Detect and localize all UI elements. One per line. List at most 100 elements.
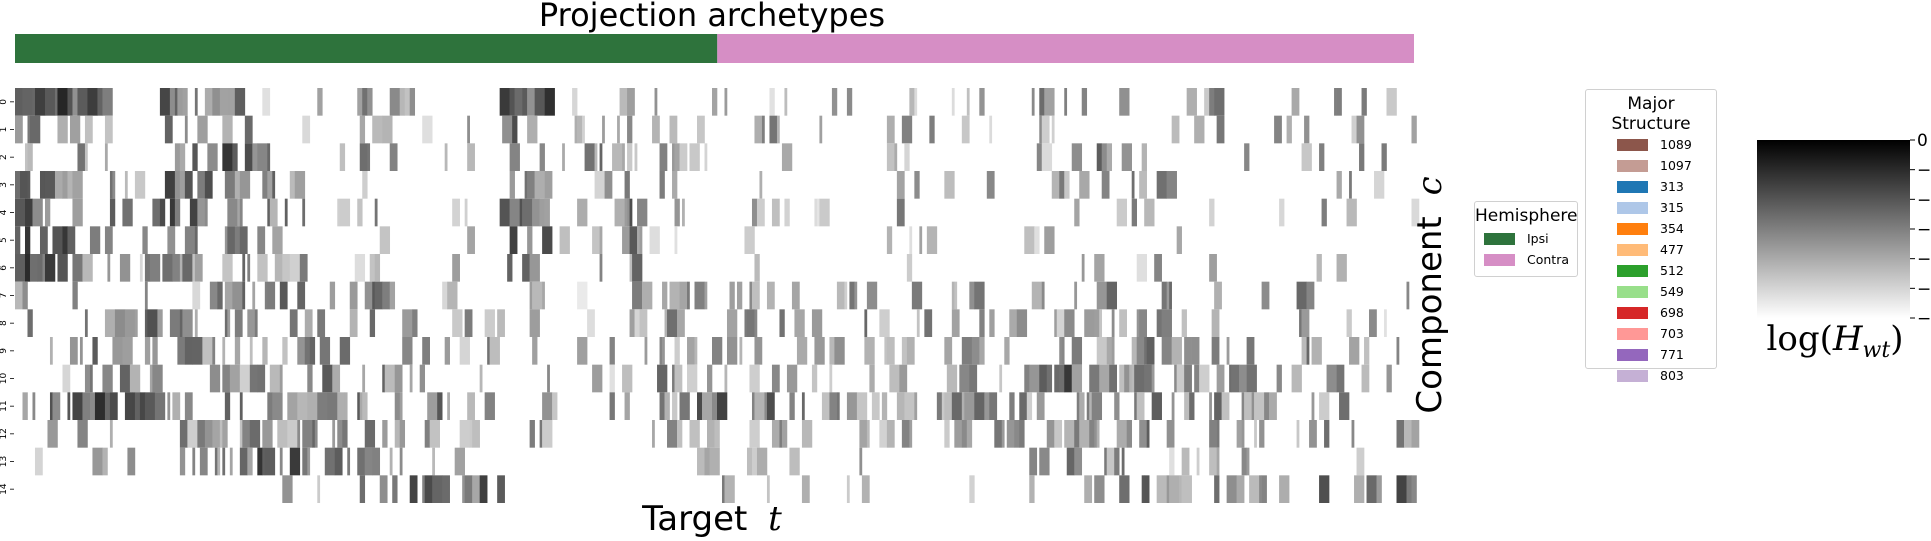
heatmap-cell <box>627 143 633 171</box>
heatmap-cell <box>184 226 196 254</box>
heatmap-cell <box>364 447 373 476</box>
heatmap-cell <box>896 171 905 199</box>
heatmap-cell <box>709 447 720 476</box>
heatmap-cell <box>242 281 246 310</box>
heatmap-cell <box>97 88 103 116</box>
heatmap-cell <box>916 309 920 337</box>
heatmap-cell <box>307 447 311 476</box>
heatmap-cell <box>791 281 800 310</box>
heatmap-cell <box>609 364 615 393</box>
legend-label: 315 <box>1660 200 1684 215</box>
y-axis-label: Component c <box>1410 176 1450 413</box>
heatmap-cell <box>724 475 735 503</box>
heatmap-cell <box>399 420 406 448</box>
heatmap-cell <box>749 420 760 448</box>
heatmap-cell <box>447 392 450 420</box>
heatmap-cell <box>422 115 433 144</box>
heatmap-cell <box>232 143 238 171</box>
heatmap-cell <box>242 254 246 282</box>
heatmap-cell <box>234 88 246 116</box>
heatmap-cell <box>367 88 373 116</box>
heatmap-cell <box>144 309 148 337</box>
heatmap-cell <box>909 226 913 254</box>
major-structure-legend: Major Structure 1089 1097 313 315 354 477 512 5… <box>1585 89 1717 383</box>
heatmap-cell <box>84 115 93 144</box>
heatmap-cell <box>1246 337 1255 365</box>
legend-label: 698 <box>1660 305 1684 320</box>
heatmap-cell <box>467 226 475 254</box>
heatmap-cell <box>662 281 668 310</box>
heatmap-cell <box>552 392 558 420</box>
heatmap-cell <box>297 281 306 310</box>
legend-swatch <box>1617 264 1648 277</box>
heatmap-cell <box>672 392 678 420</box>
heatmap-cell <box>1406 281 1410 310</box>
heatmap-cell <box>1361 88 1365 116</box>
heatmap-cell <box>29 115 41 144</box>
heatmap-cell <box>1214 475 1220 503</box>
heatmap-cell <box>1099 364 1110 393</box>
heatmap-cell <box>27 115 31 144</box>
heatmap-cell <box>1119 309 1127 337</box>
heatmap-cell <box>362 364 366 393</box>
heatmap-cell <box>944 420 950 448</box>
heatmap-cell <box>499 88 510 116</box>
heatmap-cell <box>622 364 633 393</box>
heatmap-cell <box>1074 198 1080 227</box>
heatmap-cell <box>622 143 625 171</box>
heatmap-cell <box>1311 337 1322 365</box>
heatmap-cell <box>234 337 241 365</box>
heatmap-cell <box>1184 364 1192 393</box>
heatmap-cell <box>359 392 363 420</box>
heatmap-cell <box>999 364 1003 393</box>
heatmap-cell <box>632 281 643 310</box>
heatmap-cell <box>379 475 388 503</box>
heatmap-cell <box>969 475 975 503</box>
heatmap-cell <box>717 392 728 420</box>
heatmap-cell <box>889 364 900 393</box>
heatmap-cell <box>751 392 755 420</box>
heatmap-cell <box>1209 198 1215 227</box>
heatmap-cell <box>1071 337 1083 365</box>
heatmap-cell <box>237 198 241 227</box>
legend-item-1089: 1089 <box>1617 134 1716 155</box>
heatmap-cell <box>44 198 51 227</box>
heatmap-cell <box>694 337 698 365</box>
heatmap-cell <box>114 309 126 337</box>
legend-item-549: 549 <box>1617 281 1716 302</box>
heatmap-cell <box>609 392 615 420</box>
heatmap-cell <box>1044 226 1055 254</box>
heatmap-cell <box>951 88 955 116</box>
heatmap-cell <box>222 254 233 282</box>
heatmap <box>15 88 1420 503</box>
heatmap-cell <box>704 447 710 476</box>
heatmap-cell <box>187 420 198 448</box>
heatmap-cell <box>72 198 83 227</box>
heatmap-cell <box>1381 143 1387 171</box>
heatmap-cell <box>1079 392 1085 420</box>
heatmap-cell <box>402 309 413 337</box>
heatmap-cell <box>94 392 106 420</box>
heatmap-cell <box>32 392 36 420</box>
heatmap-cell <box>1131 171 1135 199</box>
heatmap-cell <box>382 115 393 144</box>
heatmap-cell <box>846 392 858 420</box>
heatmap-cell <box>512 115 518 144</box>
legend-swatch <box>1617 369 1648 382</box>
heatmap-cell <box>1119 364 1125 393</box>
heatmap-cell <box>152 364 163 393</box>
legend-item-315: 315 <box>1617 197 1716 218</box>
heatmap-cell <box>821 392 830 420</box>
heatmap-cell <box>244 143 253 171</box>
heatmap-cell <box>1246 447 1250 476</box>
heatmap-cell <box>1109 364 1118 393</box>
heatmap-cell <box>1216 447 1220 476</box>
heatmap-cell <box>712 337 723 365</box>
heatmap-cell <box>134 392 141 420</box>
heatmap-cell <box>1229 364 1232 393</box>
heatmap-cell <box>337 420 343 448</box>
heatmap-cell <box>886 143 895 171</box>
heatmap-cell <box>1166 171 1177 199</box>
heatmap-cell <box>1121 143 1132 171</box>
heatmap-cell <box>262 171 268 199</box>
